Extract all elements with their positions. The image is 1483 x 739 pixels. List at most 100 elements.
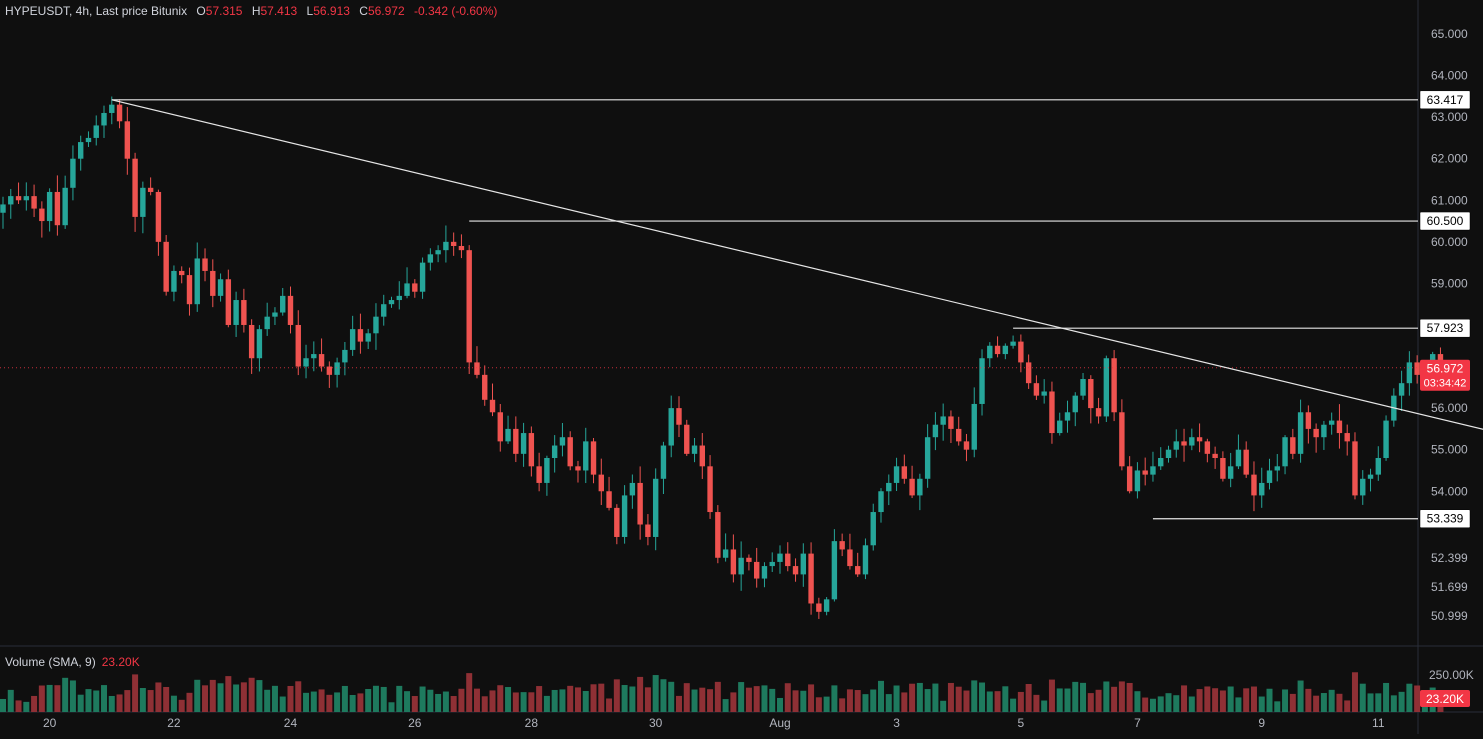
candle-body [940, 416, 946, 425]
volume-bar [528, 692, 535, 712]
volume-bar [217, 683, 224, 712]
candle-body [1212, 453, 1218, 458]
candle-body [147, 187, 154, 192]
price-tick-label: 60.000 [1431, 235, 1468, 249]
volume-bar [1258, 696, 1265, 712]
candle-body [777, 553, 783, 562]
volume-bar [54, 685, 61, 712]
volume-bar [1033, 694, 1040, 712]
volume-bar [1359, 683, 1366, 712]
volume-bar [520, 692, 527, 712]
volume-bar [473, 688, 480, 712]
current-price-label: 56.972 [1427, 362, 1464, 376]
candle-body [132, 158, 138, 217]
candle-body [1367, 474, 1374, 479]
candle-body [280, 295, 286, 313]
symbol-legend: HYPEUSDT, 4h, Last price Bitunix O57.315… [5, 4, 497, 18]
candle-body [202, 258, 208, 271]
volume-bar [108, 695, 115, 712]
price-axis[interactable]: 65.000 64.000 63.000 62.000 61.000 60.000 59.0… [1419, 27, 1474, 707]
candle-body [404, 283, 410, 296]
candle-body [474, 362, 480, 375]
volume-bar [1274, 701, 1281, 712]
time-tick-label: 11 [1372, 716, 1385, 730]
volume-bar [1010, 698, 1017, 712]
candle-body [0, 204, 6, 213]
volume-bar [139, 688, 146, 712]
volume-bar [256, 680, 263, 712]
volume-bar [326, 694, 333, 712]
candle-body [1414, 362, 1420, 375]
volume-bar [1313, 695, 1320, 712]
volume-bar [971, 680, 978, 712]
candle-body [62, 187, 68, 226]
candle-body [124, 121, 131, 159]
candle-body [909, 478, 915, 496]
trendline[interactable] [111, 99, 1483, 498]
level-badge-label: 63.417 [1427, 93, 1464, 107]
volume-legend-label[interactable]: Volume (SMA, 9) [5, 655, 96, 669]
candle-body [443, 241, 449, 251]
volume-bar [85, 689, 92, 712]
volume-bar [994, 691, 1001, 712]
volume-bar [132, 674, 139, 712]
volume-bar [442, 691, 449, 712]
candle-body [264, 316, 270, 330]
volume-bar [1320, 693, 1327, 712]
candle-body [870, 512, 876, 546]
volume-bar [124, 690, 131, 712]
volume-bar [1173, 695, 1180, 712]
candle-body [987, 345, 993, 359]
candle-body [1095, 408, 1102, 417]
volume-bar [1118, 681, 1125, 712]
candle-body [342, 349, 348, 363]
time-axis[interactable]: 202224262830Aug35791113151719 [43, 716, 1483, 730]
current-price-badge[interactable] [1420, 359, 1470, 391]
volume-current-badge [1420, 690, 1470, 707]
volume-bar [38, 685, 45, 712]
volume-bar [947, 682, 954, 712]
volume-bar [1048, 679, 1055, 712]
volume-bar [380, 686, 387, 712]
volume-bar [101, 685, 108, 712]
drawings[interactable] [0, 99, 1483, 520]
volume-bar [404, 691, 411, 712]
volume-bar [668, 681, 675, 712]
volume-bar [1103, 681, 1110, 712]
volume-bar [225, 676, 232, 712]
volume-bar [1025, 683, 1032, 712]
candle-body [8, 196, 14, 205]
candle-body [93, 125, 99, 138]
candle-body [1173, 441, 1179, 450]
candle-body [109, 104, 115, 113]
level-badge[interactable] [1419, 90, 1471, 110]
volume-bar [1017, 691, 1024, 712]
volume-bar [1282, 689, 1289, 712]
candle-body [256, 329, 263, 359]
candle-body [1204, 441, 1211, 454]
candle-body [1398, 383, 1405, 396]
level-badge[interactable] [1419, 509, 1471, 528]
volume-bar [466, 673, 473, 712]
candle-body [225, 279, 232, 325]
volume-bar [691, 689, 698, 712]
price-tick-label: 52.399 [1431, 551, 1468, 565]
symbol-title[interactable]: HYPEUSDT, 4h, Last price Bitunix [5, 4, 188, 18]
volume-bar [62, 677, 69, 712]
volume-bar [147, 690, 154, 712]
candle-body [427, 254, 434, 263]
level-badge[interactable] [1419, 211, 1471, 231]
candle-body [924, 437, 931, 479]
volume-bar [1367, 693, 1374, 712]
candle-body [769, 561, 775, 567]
candle-body [559, 437, 566, 446]
candle-body [1134, 470, 1141, 492]
candle-body [528, 433, 535, 467]
volume-bar [1080, 682, 1087, 712]
volume-bar [745, 687, 752, 712]
level-badge[interactable] [1419, 318, 1471, 338]
volume-bar [1041, 700, 1048, 712]
